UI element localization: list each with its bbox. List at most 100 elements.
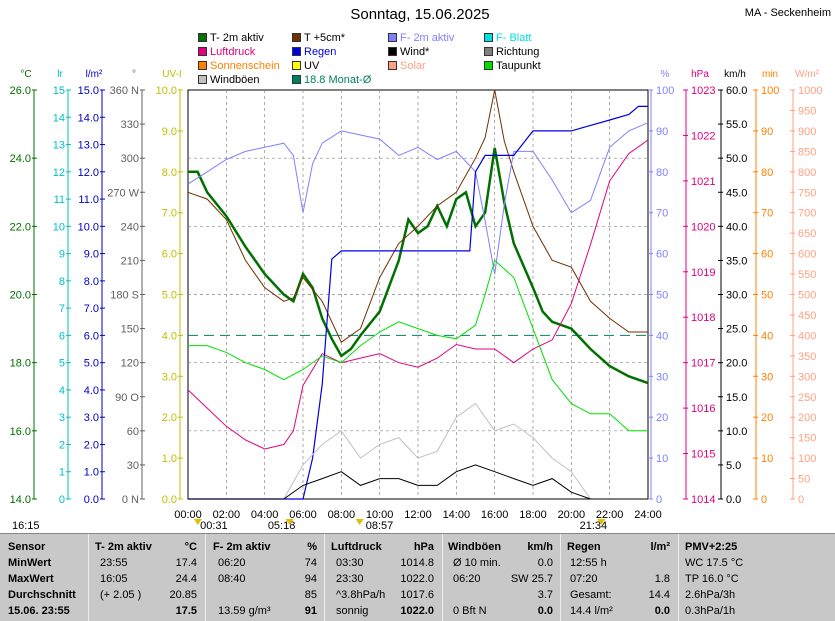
- left-axis-tick: 9.0: [162, 126, 177, 138]
- left-axis-tick: 330: [121, 119, 139, 131]
- legend-label: T- 2m aktiv: [210, 32, 264, 44]
- right-axis-tick: 1016: [691, 403, 715, 415]
- right-axis-tick: 80: [656, 167, 668, 179]
- right-axis-unit: W/m²: [795, 69, 820, 80]
- right-axis-tick: 100: [761, 85, 779, 97]
- row-pressure-time: 03:30: [336, 557, 364, 569]
- left-axis-tick: 1.0: [162, 453, 177, 465]
- left-axis-unit: °C: [20, 69, 31, 80]
- x-tick-label: 10:00: [366, 509, 394, 521]
- legend-item: Taupunkt: [484, 60, 541, 72]
- x-tick-label: 04:00: [251, 509, 279, 521]
- right-axis-tick: 20: [761, 412, 773, 424]
- row-pressure-time: ^3.8hPa/h: [336, 589, 386, 601]
- left-axis-tick: 1.0: [84, 467, 99, 479]
- left-axis-tick: 7: [59, 303, 65, 315]
- legend-item: UV: [292, 60, 319, 72]
- legend-item: T +5cm*: [292, 32, 345, 44]
- right-axis-tick: 70: [761, 208, 773, 220]
- header-pressure: Luftdruck: [331, 541, 382, 553]
- right-axis-tick: 100: [656, 85, 674, 97]
- row-humidity-time: 06:20: [218, 557, 246, 569]
- right-axis-tick: 0: [761, 494, 767, 506]
- table-separator: [205, 534, 206, 621]
- row-rain-value: 0.0: [654, 605, 670, 617]
- right-axis-tick: 90: [761, 126, 773, 138]
- table-separator: [678, 534, 679, 621]
- legend-item: Sonnenschein: [198, 60, 280, 72]
- row-temp-value: 24.4: [175, 573, 197, 585]
- left-axis-tick: 4.0: [84, 385, 99, 397]
- right-axis-tick: 800: [798, 167, 816, 179]
- row-temp-value: 20.85: [169, 589, 197, 601]
- left-axis-tick: 360 N: [110, 85, 139, 97]
- row-rain-value: 1.8: [654, 573, 670, 585]
- row-temp-time: 23:55: [100, 557, 128, 569]
- series-line: [188, 402, 648, 500]
- right-axis-tick: 5.0: [726, 460, 741, 472]
- sun-moon-marker: [193, 519, 202, 525]
- left-axis-tick: 2.0: [84, 439, 99, 451]
- legend-item: Windböen: [198, 74, 260, 86]
- left-axis-tick: 6: [59, 330, 65, 342]
- left-axis-tick: 5: [59, 358, 65, 370]
- sun-moon-marker: [355, 519, 364, 525]
- left-axis-tick: 15.0: [78, 85, 99, 97]
- right-axis-tick: 600: [798, 249, 816, 261]
- row-rain-desc: 07:20: [570, 573, 598, 585]
- right-axis-tick: 70: [656, 208, 668, 220]
- row-temp-value: 17.4: [175, 557, 197, 569]
- right-axis-tick: 35.0: [726, 255, 747, 267]
- left-axis-tick: 14.0: [78, 112, 99, 124]
- right-axis-tick: 60.0: [726, 85, 747, 97]
- series-line: [188, 105, 648, 500]
- row-pmv: 2.6hPa/3h: [685, 589, 736, 601]
- left-axis-tick: 3: [59, 412, 65, 424]
- row-rain-value: 14.4: [648, 589, 670, 601]
- series-line: [187, 89, 648, 343]
- station-name: MA - Seckenheim: [744, 7, 831, 19]
- header-humidity-unit: %: [307, 541, 317, 553]
- chart-title: Sonntag, 15.06.2025: [350, 6, 490, 23]
- right-axis-tick: 50: [798, 474, 810, 486]
- left-axis-tick: 14: [53, 112, 65, 124]
- left-axis-tick: 10.0: [78, 221, 99, 233]
- right-axis-tick: 40.0: [726, 221, 747, 233]
- x-tick-label: 02:00: [213, 509, 241, 521]
- left-axis-tick: 9: [59, 249, 65, 261]
- header-rain: Regen: [567, 541, 601, 553]
- row-humidity-value: 85: [304, 589, 317, 601]
- right-axis-tick: 250: [798, 392, 816, 404]
- left-axis-tick: 20.0: [10, 290, 31, 302]
- row-rain-desc: Gesamt:: [570, 589, 612, 601]
- right-axis-tick: 60: [656, 249, 668, 261]
- legend-swatch: [198, 61, 207, 70]
- header-temp: T- 2m aktiv: [95, 541, 152, 553]
- row-temp-time: 16:05: [100, 573, 128, 585]
- left-axis-tick: 11.0: [78, 194, 99, 206]
- x-tick-label: 20:00: [558, 509, 586, 521]
- right-axis-tick: 30: [761, 371, 773, 383]
- left-axis-tick: 8: [59, 276, 65, 288]
- row-pressure-value: 1014.8: [400, 557, 434, 569]
- header-wind-unit: km/h: [527, 541, 553, 553]
- header-humidity: F- 2m aktiv: [213, 541, 271, 553]
- row-wind-desc: Ø 10 min.: [453, 557, 501, 569]
- right-axis-tick: 1022: [691, 130, 715, 142]
- right-axis-tick: 45.0: [726, 187, 747, 199]
- right-axis-tick: 150: [798, 433, 816, 445]
- right-axis-tick: 55.0: [726, 119, 747, 131]
- left-axis-tick: 5.0: [162, 290, 177, 302]
- left-axis-tick: 2.0: [162, 412, 177, 424]
- legend-label: T +5cm*: [304, 32, 346, 44]
- left-axis-tick: 3.0: [84, 412, 99, 424]
- legend-label: UV: [304, 60, 320, 72]
- left-axis-tick: 8.0: [84, 276, 99, 288]
- header-pmv: PMV+2:25: [685, 541, 738, 553]
- right-axis-tick: 40: [761, 330, 773, 342]
- row-pressure-time: sonnig: [336, 605, 369, 617]
- x-tick-label: 00:00: [174, 509, 202, 521]
- row-rain-desc: 14.4 l/m²: [570, 605, 613, 617]
- legend-swatch: [484, 61, 493, 70]
- header-temp-unit: °C: [184, 541, 197, 553]
